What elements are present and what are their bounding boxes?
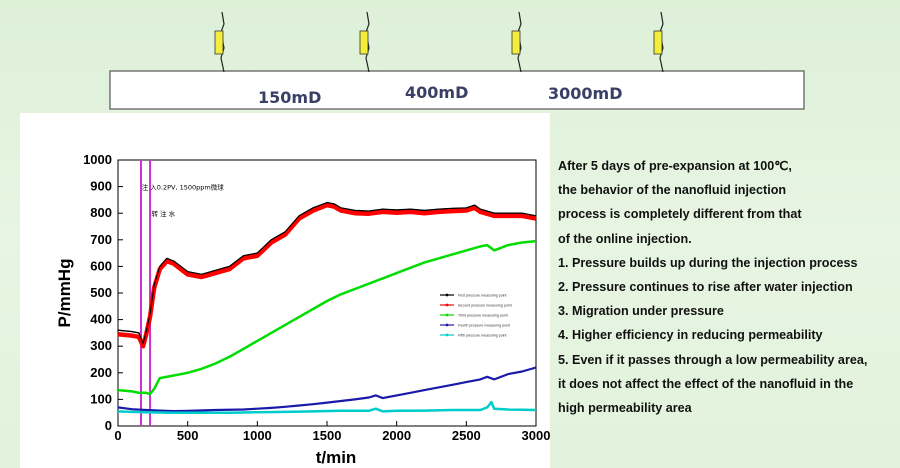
y-tick-label: 600 — [90, 258, 112, 273]
section-label-1: 150mD — [258, 88, 321, 107]
x-tick-label: 2000 — [382, 428, 411, 443]
y-tick-label: 800 — [90, 205, 112, 220]
injection-markers — [139, 160, 152, 426]
y-tick-label: 500 — [90, 285, 112, 300]
section-label-2: 400mD — [405, 83, 468, 102]
pressure-tap-4 — [653, 11, 664, 73]
y-tick-label: 1000 — [83, 152, 112, 167]
note-line: 3. Migration under pressure — [558, 304, 724, 319]
note-line: 1. Pressure builds up during the injecti… — [558, 255, 858, 270]
section-label-3: 3000mD — [548, 84, 622, 103]
series-line — [117, 400, 537, 414]
x-tick-label: 2500 — [452, 428, 481, 443]
legend-marker — [445, 303, 449, 307]
note-line: process is completely different from tha… — [558, 207, 802, 222]
core-tube — [109, 70, 805, 110]
y-tick-label: 400 — [90, 312, 112, 327]
legend-label: Third pressure measuring point — [458, 313, 508, 317]
annotation-water: 转 注 水 — [151, 209, 175, 218]
x-tick-label: 500 — [177, 428, 199, 443]
legend-label: First pressure measuring point — [458, 293, 507, 297]
tap-marker — [214, 30, 224, 55]
series-line-overlay — [117, 202, 537, 346]
chart-panel: 0 500 1000 1500 2000 2500 3000 0 100 200 300 400 500… — [20, 113, 550, 468]
pressure-tap-1 — [214, 11, 225, 73]
tap-marker — [359, 30, 369, 55]
note-line: 5. Even if it passes through a low perme… — [558, 352, 868, 367]
legend-label: Second pressure measuring point — [458, 303, 512, 307]
legend: First pressure measuring point Second pre… — [440, 293, 512, 337]
pressure-tap-2 — [359, 11, 370, 73]
legend-marker — [445, 333, 449, 337]
pressure-chart: 0 500 1000 1500 2000 2500 3000 0 100 200 300 400 500… — [55, 152, 550, 467]
x-tick-label: 3000 — [522, 428, 550, 443]
note-line: it does not affect the effect of the nan… — [558, 376, 854, 391]
note-line: of the online injection. — [558, 231, 692, 246]
y-tick-label: 300 — [90, 338, 112, 353]
core-schematic: 150mD 400mD 3000mD — [109, 11, 805, 110]
x-tick-label: 0 — [114, 428, 121, 443]
pressure-tap-3 — [511, 11, 522, 73]
y-tick-label: 0 — [105, 418, 112, 433]
note-line: 2. Pressure continues to rise after wate… — [558, 280, 853, 295]
notes-panel: After 5 days of pre-expansion at 100℃, t… — [558, 154, 898, 420]
tap-marker — [511, 30, 521, 55]
x-tick-label: 1000 — [243, 428, 272, 443]
y-tick-label: 900 — [90, 179, 112, 194]
series-lines — [117, 201, 537, 414]
note-line: After 5 days of pre-expansion at 100℃, — [558, 159, 792, 173]
y-tick-label: 700 — [90, 232, 112, 247]
series-line — [117, 239, 537, 396]
legend-marker — [445, 323, 449, 327]
note-line: high permeability area — [558, 401, 692, 416]
legend-label: Fifth pressure measuring point — [458, 333, 507, 337]
note-line: the behavior of the nanofluid injection — [558, 183, 787, 198]
tap-marker — [653, 30, 663, 55]
series-line — [117, 202, 537, 349]
axis-ticks: 0 500 1000 1500 2000 2500 3000 0 100 200 300 400 500… — [83, 152, 550, 443]
legend-marker — [445, 293, 449, 297]
annotation-injection: 注 入0.2PV, 1500ppm微球 — [142, 183, 225, 192]
x-axis-title: t/min — [316, 448, 357, 467]
note-line: 4. Higher efficiency in reducing permeab… — [558, 328, 823, 343]
legend-marker — [445, 313, 449, 317]
y-axis-title: P/mmHg — [55, 259, 74, 328]
y-tick-label: 200 — [90, 365, 112, 380]
legend-label: Fourth pressure measuring point — [458, 323, 510, 327]
series-line — [117, 366, 537, 413]
y-tick-label: 100 — [90, 391, 112, 406]
x-tick-label: 1500 — [313, 428, 342, 443]
